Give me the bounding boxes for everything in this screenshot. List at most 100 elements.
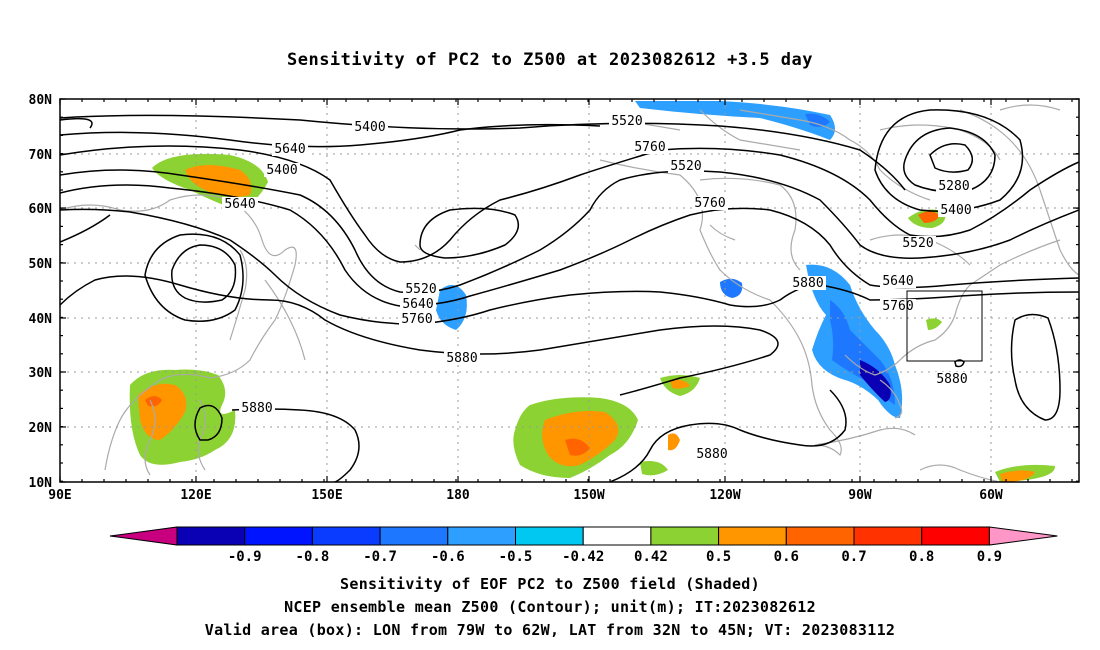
contour-label-bg bbox=[934, 372, 970, 386]
contour-label: 5520 bbox=[670, 159, 701, 174]
longitude-label: 180 bbox=[446, 488, 470, 503]
shade-positive-region bbox=[918, 211, 940, 223]
colorbar-segment bbox=[785, 526, 855, 546]
colorbar-segment bbox=[921, 526, 990, 546]
contour-label-bg bbox=[790, 276, 826, 290]
colorbar-segment bbox=[244, 526, 313, 546]
longitude-label: 90W bbox=[848, 488, 872, 503]
latitude-label: 30N bbox=[29, 366, 53, 381]
shade-positive-region bbox=[670, 379, 690, 389]
z500-contours bbox=[60, 109, 1079, 482]
contour-label: 5400 bbox=[354, 120, 385, 135]
contour-label: 5760 bbox=[634, 140, 665, 155]
contour-label-bg bbox=[444, 351, 480, 365]
contour-label-bg bbox=[936, 179, 972, 193]
contour-label-bg bbox=[609, 114, 645, 128]
latitude-label: 20N bbox=[29, 421, 53, 436]
contour-label-bg bbox=[399, 312, 435, 326]
shade-positive-region bbox=[668, 433, 680, 451]
contour-label-bg bbox=[352, 120, 388, 134]
longitude-label: 120W bbox=[709, 488, 740, 503]
contour-label: 5880 bbox=[936, 372, 967, 387]
colorbar-max-arrow bbox=[988, 526, 1058, 546]
contour-label-bg bbox=[900, 236, 936, 250]
contour-label-bg bbox=[272, 142, 308, 156]
contour-label: 5520 bbox=[405, 282, 436, 297]
latitude-label: 10N bbox=[29, 476, 53, 491]
contour-label: 5280 bbox=[938, 179, 969, 194]
colorbar-label: -0.6 bbox=[431, 549, 465, 565]
contour-label-bg bbox=[938, 203, 974, 217]
contour-label: 5520 bbox=[611, 114, 642, 129]
contour-label: 5880 bbox=[696, 447, 727, 462]
colorbar-label: 0.5 bbox=[706, 549, 731, 565]
colorbar-segment bbox=[582, 526, 652, 546]
caption-line-2: NCEP ensemble mean Z500 (Contour); unit(… bbox=[284, 598, 816, 616]
contour-label: 5400 bbox=[940, 203, 971, 218]
colorbar-segment bbox=[311, 526, 381, 546]
contour-label: 5880 bbox=[446, 351, 477, 366]
colorbar-label: -0.9 bbox=[228, 549, 262, 565]
caption-line-3: Valid area (box): LON from 79W to 62W, L… bbox=[204, 621, 896, 639]
contour-label: 5640 bbox=[882, 274, 913, 289]
longitude-label: 150E bbox=[311, 488, 342, 503]
axis-ticks bbox=[59, 98, 1079, 483]
colorbar-segment bbox=[853, 526, 923, 546]
shade-negative-region bbox=[805, 113, 830, 127]
contour-label: 5640 bbox=[274, 142, 305, 157]
shade-positive-region bbox=[1000, 470, 1035, 482]
contour-label: 5400 bbox=[266, 163, 297, 178]
contour-label-bg bbox=[222, 197, 258, 211]
colorbar-label: 0.42 bbox=[634, 549, 668, 565]
shade-positive-region bbox=[145, 396, 162, 407]
colorbar-segment bbox=[447, 526, 516, 546]
contour-label: 5760 bbox=[882, 299, 913, 314]
contour-label: 5880 bbox=[792, 276, 823, 291]
latitude-label: 70N bbox=[29, 148, 53, 163]
contour-label: 5760 bbox=[401, 312, 432, 327]
contour-label-bg bbox=[880, 274, 916, 288]
longitude-label: 60W bbox=[979, 488, 1003, 503]
contour-label-bg bbox=[400, 297, 436, 311]
longitude-label: 120E bbox=[180, 488, 211, 503]
latitude-label: 80N bbox=[29, 93, 53, 108]
shade-positive-region bbox=[565, 438, 590, 456]
shaded-sensitivity-regions bbox=[129, 101, 1056, 482]
contour-label: 5880 bbox=[241, 401, 272, 416]
map-frame bbox=[59, 98, 1080, 483]
shade-negative-region bbox=[860, 360, 891, 402]
contour-label-bg bbox=[403, 282, 439, 296]
contour-label-bg bbox=[264, 163, 300, 177]
colorbar-label: 0.9 bbox=[977, 549, 1002, 565]
contour-label-bg bbox=[632, 140, 668, 154]
plot-title: Sensitivity of PC2 to Z500 at 2023082612… bbox=[286, 50, 813, 70]
colorbar-segment bbox=[718, 526, 787, 546]
valid-area-box bbox=[906, 290, 983, 362]
colorbar-segment bbox=[515, 526, 584, 546]
colorbar: -0.9 -0.8 -0.7 -0.6 -0.5 -0.42 0.42 0.5 0.6 0.7 0.… bbox=[109, 526, 1058, 565]
colorbar-label: 0.8 bbox=[909, 549, 934, 565]
shade-negative-region bbox=[436, 285, 467, 330]
colorbar-label: -0.42 bbox=[562, 549, 604, 565]
shade-positive-region bbox=[926, 318, 942, 330]
gridlines bbox=[60, 99, 1079, 482]
colorbar-segment bbox=[176, 526, 246, 546]
shade-negative-region bbox=[720, 278, 743, 298]
contour-label-bg bbox=[692, 196, 728, 210]
colorbar-min-arrow bbox=[109, 526, 178, 546]
contour-label: 5640 bbox=[224, 197, 255, 212]
contour-label-bg bbox=[239, 401, 275, 415]
contour-label-bg bbox=[694, 447, 730, 461]
colorbar-label: -0.5 bbox=[499, 549, 533, 565]
latitude-label: 40N bbox=[29, 312, 53, 327]
longitude-label: 150W bbox=[573, 488, 604, 503]
latitude-label: 60N bbox=[29, 202, 53, 217]
shade-positive-region bbox=[640, 461, 668, 476]
caption-line-1: Sensitivity of EOF PC2 to Z500 field (Sh… bbox=[340, 575, 760, 593]
contour-label: 5520 bbox=[902, 236, 933, 251]
colorbar-label: 0.7 bbox=[841, 549, 866, 565]
colorbar-label: -0.7 bbox=[363, 549, 397, 565]
colorbar-segment bbox=[650, 526, 720, 546]
longitude-label: 90E bbox=[48, 488, 71, 503]
